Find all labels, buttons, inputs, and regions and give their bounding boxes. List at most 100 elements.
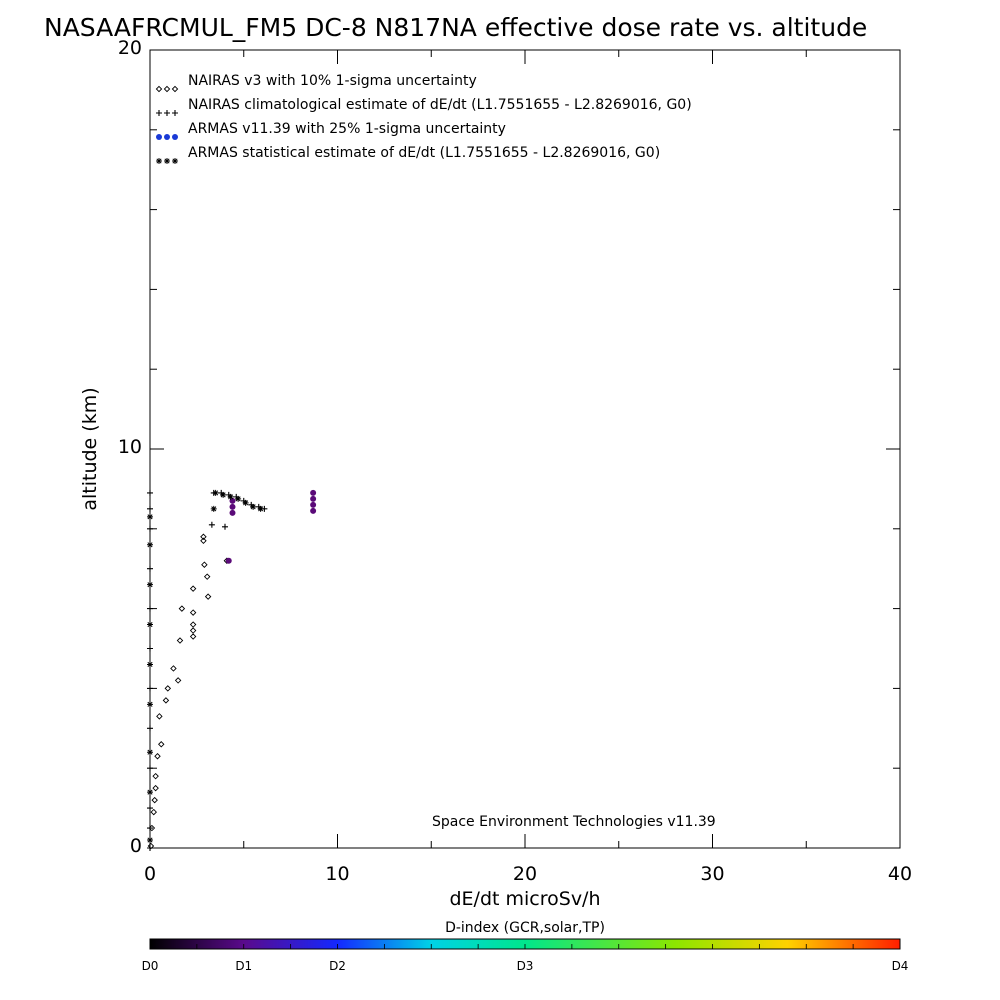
data-point-series-4 xyxy=(212,489,219,496)
data-point-series-4 xyxy=(147,661,153,668)
data-point-series-1 xyxy=(164,685,172,692)
data-point-series-4 xyxy=(147,513,153,520)
data-point-series-2 xyxy=(147,605,153,612)
data-point-series-3 xyxy=(225,557,232,564)
data-point-series-4 xyxy=(147,789,153,796)
data-point-series-1 xyxy=(151,796,158,804)
data-point-series-2 xyxy=(147,825,153,832)
y-tick-label: 0 xyxy=(130,835,142,857)
data-point-series-1 xyxy=(204,593,212,600)
y-tick-labels: 0 10 20 xyxy=(118,37,142,857)
legend-symbol xyxy=(164,110,170,116)
data-point-series-2 xyxy=(147,805,153,812)
data-point-series-2 xyxy=(147,845,153,851)
legend: NAIRAS v3 with 10% 1-sigma uncertainty NA… xyxy=(155,73,692,164)
data-point-series-4 xyxy=(147,837,153,844)
data-point-series-2 xyxy=(147,765,153,772)
data-point-series-3 xyxy=(310,495,317,502)
legend-symbol xyxy=(156,110,162,116)
data-point-series-1 xyxy=(178,605,186,612)
x-tick-labels: 0 10 20 30 40 xyxy=(144,863,912,885)
legend-symbol xyxy=(172,110,178,116)
data-point-series-1 xyxy=(162,697,170,704)
data-point-series-3 xyxy=(310,489,317,496)
data-point-series-1 xyxy=(200,537,207,545)
data-points xyxy=(147,489,317,851)
data-point-series-1 xyxy=(147,842,155,850)
data-point-series-3 xyxy=(310,507,317,514)
y-tick-label: 20 xyxy=(118,37,142,59)
x-tick-label: 0 xyxy=(144,863,156,885)
data-point-series-4 xyxy=(147,581,153,588)
y-tick-label: 10 xyxy=(118,436,142,458)
data-point-series-2 xyxy=(147,505,153,512)
data-point-series-4 xyxy=(220,491,227,498)
x-tick-label: 10 xyxy=(325,863,349,885)
data-point-series-4 xyxy=(147,701,153,708)
axis-ticks xyxy=(149,49,901,849)
data-point-series-1 xyxy=(150,808,157,816)
colorbar-ticks: D0 D1 D2 D3 D4 xyxy=(142,944,908,973)
data-point-series-2 xyxy=(208,521,215,528)
data-point-series-4 xyxy=(235,495,242,502)
data-point-series-2 xyxy=(147,725,153,732)
data-point-series-1 xyxy=(154,752,161,760)
y-axis-title: altitude (km) xyxy=(79,387,101,510)
x-axis-title: dE/dt microSv/h xyxy=(449,888,600,910)
legend-label: ARMAS v11.39 with 25% 1-sigma uncertaint… xyxy=(188,121,506,137)
x-tick-label: 20 xyxy=(513,863,537,885)
legend-label: NAIRAS v3 with 10% 1-sigma uncertainty xyxy=(188,73,477,89)
legend-symbol xyxy=(172,134,178,140)
legend-symbol xyxy=(156,134,162,140)
credit-label: Space Environment Technologies v11.39 xyxy=(432,814,716,830)
data-point-series-4 xyxy=(227,493,234,500)
colorbar-title: D-index (GCR,solar,TP) xyxy=(445,920,605,936)
data-point-series-4 xyxy=(210,505,217,512)
data-point-series-4 xyxy=(147,541,153,548)
data-point-series-2 xyxy=(147,685,153,692)
data-point-series-1 xyxy=(189,621,197,628)
colorbar-label: D0 xyxy=(142,959,159,973)
data-point-series-4 xyxy=(147,621,153,628)
data-point-series-3 xyxy=(229,503,236,510)
data-point-series-1 xyxy=(158,741,165,748)
data-point-series-1 xyxy=(189,585,197,592)
data-point-series-4 xyxy=(250,503,257,510)
data-point-series-4 xyxy=(147,749,153,756)
data-point-series-3 xyxy=(310,501,317,508)
plot-frame xyxy=(149,49,901,849)
data-point-series-2 xyxy=(147,565,153,572)
colorbar-label: D1 xyxy=(235,959,252,973)
data-point-series-2 xyxy=(222,523,228,530)
x-tick-label: 40 xyxy=(888,863,912,885)
colorbar-label: D2 xyxy=(329,959,346,973)
data-point-series-1 xyxy=(176,637,184,644)
chart-title: NASAAFRCMUL_FM5 DC-8 N817NA effective do… xyxy=(44,13,867,42)
legend-symbol xyxy=(171,85,179,93)
colorbar-label: D3 xyxy=(517,959,534,973)
legend-symbol xyxy=(164,158,170,164)
data-point-series-1 xyxy=(170,665,177,672)
legend-symbol xyxy=(163,85,171,93)
data-point-series-1 xyxy=(152,772,159,780)
legend-symbol xyxy=(164,134,170,140)
data-point-series-1 xyxy=(189,627,197,634)
data-point-series-1 xyxy=(189,633,197,640)
data-point-series-2 xyxy=(147,645,153,652)
data-point-series-4 xyxy=(242,499,249,506)
legend-label: NAIRAS climatological estimate of dE/dt … xyxy=(188,97,692,113)
data-point-series-1 xyxy=(152,784,159,792)
legend-symbol xyxy=(172,158,178,164)
x-tick-label: 30 xyxy=(700,863,724,885)
data-point-series-1 xyxy=(156,713,163,720)
data-point-series-1 xyxy=(201,561,208,568)
data-point-series-2 xyxy=(147,525,153,532)
legend-label: ARMAS statistical estimate of dE/dt (L1.… xyxy=(188,145,660,161)
data-point-series-1 xyxy=(189,609,197,616)
data-point-series-1 xyxy=(203,573,211,580)
legend-symbol xyxy=(156,158,162,164)
data-point-series-1 xyxy=(200,533,207,541)
data-point-series-1 xyxy=(174,677,182,684)
data-point-series-2 xyxy=(147,489,153,496)
